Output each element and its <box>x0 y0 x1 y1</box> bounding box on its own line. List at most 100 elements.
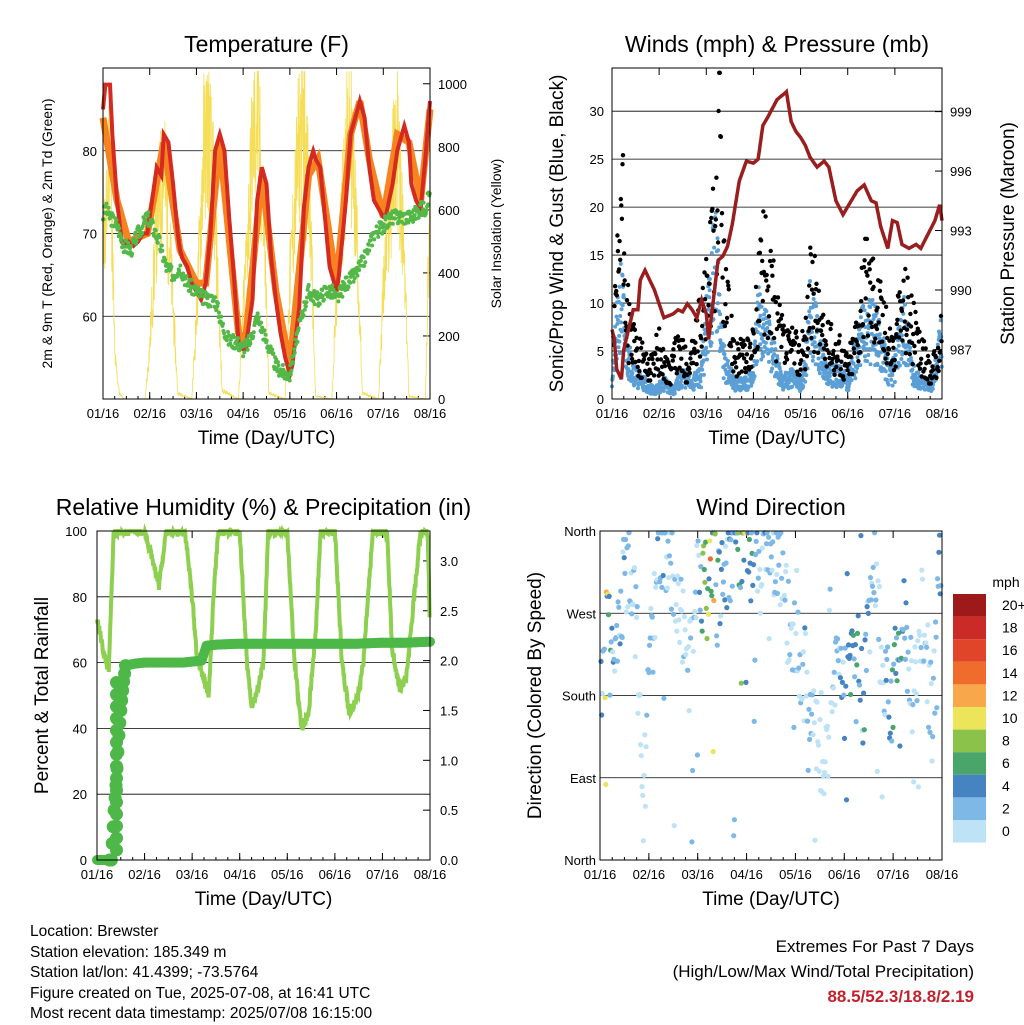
gust-point <box>903 266 908 272</box>
direction-point <box>609 625 615 631</box>
direction-point <box>931 648 937 654</box>
gust-point <box>654 332 659 338</box>
gust-point <box>831 348 836 354</box>
direction-point <box>862 637 868 643</box>
gust-point <box>680 337 686 343</box>
gust-point <box>875 305 880 310</box>
wind-point <box>763 340 768 345</box>
humidity-ylabel: Percent & Total Rainfall <box>32 597 53 794</box>
y2-tick-label: 987 <box>950 342 972 357</box>
gust-point <box>823 342 829 347</box>
wind-point <box>903 302 907 307</box>
wind-point <box>890 383 895 388</box>
direction-point <box>930 675 937 681</box>
gust-point <box>919 356 924 361</box>
direction-point <box>835 636 841 642</box>
dewpoint-point <box>221 321 225 326</box>
gust-point <box>864 236 870 242</box>
direction-point <box>926 724 932 730</box>
wind-point <box>875 363 880 367</box>
direction-point <box>702 579 708 585</box>
gust-point <box>711 228 716 233</box>
dewpoint-point <box>346 285 351 289</box>
dewpoint-point <box>103 204 108 209</box>
gust-point <box>912 343 917 349</box>
precip-point <box>110 795 123 809</box>
gust-point <box>811 291 816 296</box>
x-tick-label: 01/16 <box>87 406 120 421</box>
wind-point <box>767 322 772 327</box>
dewpoint-point <box>381 222 386 227</box>
gust-point <box>858 308 863 314</box>
gust-point <box>700 323 705 329</box>
dewpoint-point <box>163 257 168 262</box>
y-tick-label: West <box>567 606 597 621</box>
wind-point <box>743 375 748 380</box>
direction-point <box>852 642 859 648</box>
gust-point <box>614 288 619 294</box>
direction-point <box>902 635 908 641</box>
wind-point <box>707 277 712 281</box>
direction-point <box>714 633 720 639</box>
dewpoint-point <box>262 328 267 333</box>
gust-point <box>751 331 756 336</box>
dewpoint-point <box>358 258 363 263</box>
gust-point <box>635 346 640 351</box>
humidity-plot-frame <box>96 530 431 861</box>
gust-point <box>632 327 638 332</box>
wind-point <box>620 303 625 308</box>
direction-point <box>934 705 940 711</box>
x-tick-label: 03/16 <box>681 867 714 882</box>
direction-point <box>617 641 623 647</box>
direction-point <box>892 625 898 631</box>
wind-point <box>864 341 869 346</box>
direction-title: Wind Direction <box>696 494 846 520</box>
wind-point <box>661 388 666 393</box>
direction-point <box>818 690 824 696</box>
gust-point <box>908 324 914 329</box>
direction-point <box>837 675 844 681</box>
direction-point <box>904 688 911 694</box>
direction-point <box>890 724 896 731</box>
direction-point <box>674 628 680 634</box>
direction-point <box>621 555 627 561</box>
direction-point <box>755 588 761 594</box>
gust-point <box>904 327 910 332</box>
x-tick-label: 08/16 <box>926 867 959 882</box>
dewpoint-point <box>233 345 238 350</box>
direction-point <box>852 674 858 680</box>
dewpoint-point <box>352 276 357 281</box>
wind-point <box>816 356 821 361</box>
direction-point <box>868 597 874 603</box>
direction-point <box>602 695 608 701</box>
direction-point <box>919 576 926 582</box>
gust-point <box>687 370 692 376</box>
temperature-panel <box>99 67 434 400</box>
gust-point <box>784 357 790 362</box>
gust-point <box>817 342 823 347</box>
wind-point <box>717 292 722 297</box>
direction-point <box>844 571 850 577</box>
direction-point <box>622 570 628 577</box>
direction-point <box>932 619 939 625</box>
direction-point <box>857 697 863 703</box>
gust-point <box>675 334 681 339</box>
speed-legend-title: mph <box>992 574 1019 590</box>
wind-point <box>892 380 897 384</box>
gust-point <box>822 356 828 361</box>
direction-point <box>827 586 833 592</box>
dewpoint-point <box>189 277 194 282</box>
precip-point <box>110 807 123 821</box>
dewpoint-point <box>367 248 372 253</box>
gust-point <box>892 357 897 363</box>
gust-point <box>804 337 809 342</box>
gust-point <box>854 339 859 344</box>
gust-point <box>885 351 890 357</box>
x-tick-label: 01/16 <box>584 867 617 882</box>
gust-point <box>848 354 854 360</box>
direction-point <box>623 536 629 543</box>
gust-point <box>739 369 744 374</box>
gust-point <box>671 347 676 352</box>
y-tick-label: North <box>564 524 596 539</box>
dewpoint-point <box>320 288 325 292</box>
